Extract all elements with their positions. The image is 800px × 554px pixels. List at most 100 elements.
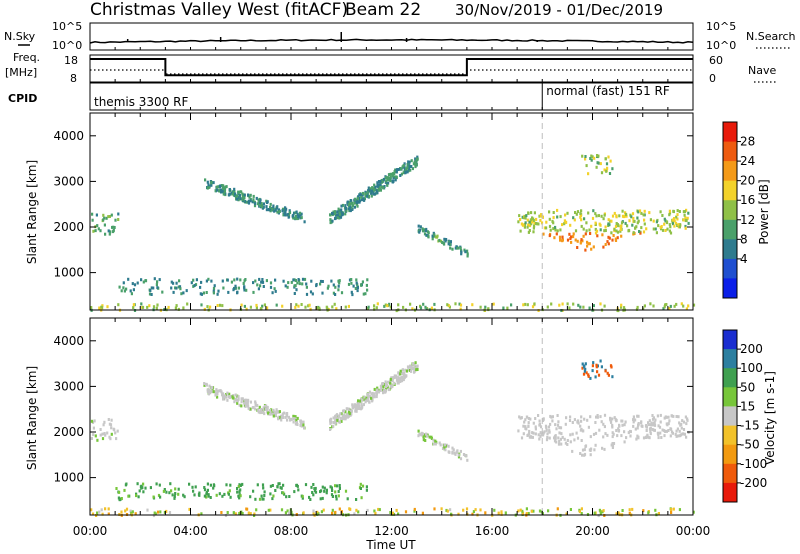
echo-cell xyxy=(472,510,475,514)
echo-cell xyxy=(434,439,437,443)
echo-cell xyxy=(561,302,564,306)
echo-cell xyxy=(216,392,219,396)
echo-cell xyxy=(108,232,111,236)
echo-cell xyxy=(238,490,241,494)
echo-cell xyxy=(237,198,240,202)
echo-cell xyxy=(222,186,225,190)
echo-cell xyxy=(208,388,211,392)
echo-cell xyxy=(559,426,563,430)
echo-cell xyxy=(433,302,436,306)
echo-cell xyxy=(614,225,618,228)
echo-cell xyxy=(208,384,211,388)
echo-cell xyxy=(673,219,676,223)
echo-cell xyxy=(603,413,607,417)
echo-cell xyxy=(219,188,223,192)
echo-cell xyxy=(337,207,340,211)
echo-cell xyxy=(611,442,614,445)
echo-cell xyxy=(333,210,337,214)
echo-cell xyxy=(586,240,589,244)
echo-cell xyxy=(279,416,282,419)
echo-cell xyxy=(210,181,213,185)
echo-cell xyxy=(332,421,335,424)
echo-cell xyxy=(226,511,229,514)
echo-cell xyxy=(667,429,670,432)
velocity-background xyxy=(90,318,693,515)
echo-cell xyxy=(118,498,121,502)
echo-cell xyxy=(424,439,427,442)
echo-cell xyxy=(122,286,125,290)
echo-cell xyxy=(286,285,289,289)
velocity-ylabel: Slant Range [km] xyxy=(25,366,39,470)
echo-cell xyxy=(599,223,602,227)
echo-cell xyxy=(331,219,334,223)
echo-cell xyxy=(347,282,351,286)
echo-cell xyxy=(647,435,650,439)
echo-cell xyxy=(210,390,213,393)
echo-cell xyxy=(609,419,612,423)
echo-cell xyxy=(400,379,404,383)
echo-cell xyxy=(377,187,380,191)
echo-cell xyxy=(361,398,364,402)
power-colorbar-tick-label: 24 xyxy=(740,154,755,168)
echo-cell xyxy=(583,217,586,221)
echo-cell xyxy=(600,214,603,218)
echo-cell xyxy=(266,306,269,310)
echo-cell xyxy=(210,183,213,187)
echo-cell xyxy=(294,216,297,220)
echo-cell xyxy=(260,202,263,205)
echo-cell xyxy=(559,437,562,441)
echo-cell xyxy=(523,420,526,424)
echo-cell xyxy=(216,188,219,192)
echo-cell xyxy=(408,164,411,168)
echo-cell xyxy=(274,411,277,415)
echo-cell xyxy=(199,285,202,289)
echo-cell xyxy=(283,213,286,217)
echo-cell xyxy=(585,229,588,233)
power-colorbar-swatch xyxy=(723,122,737,143)
echo-cell xyxy=(337,420,340,424)
echo-cell xyxy=(211,388,214,392)
echo-cell xyxy=(371,399,374,403)
echo-cell xyxy=(660,436,663,439)
echo-cell xyxy=(399,380,402,383)
echo-cell xyxy=(295,418,298,422)
echo-cell xyxy=(632,415,635,419)
echo-cell xyxy=(381,382,384,386)
echo-cell xyxy=(661,214,664,217)
echo-cell xyxy=(228,188,231,192)
echo-cell xyxy=(347,407,350,411)
echo-cell xyxy=(403,371,406,375)
echo-cell xyxy=(492,302,495,306)
echo-cell xyxy=(348,207,351,211)
echo-cell xyxy=(344,212,347,216)
echo-cell xyxy=(627,431,630,435)
echo-cell xyxy=(539,431,542,435)
echo-cell xyxy=(265,279,268,283)
echo-cell xyxy=(670,508,673,511)
echo-cell xyxy=(596,415,599,419)
echo-cell xyxy=(237,191,240,195)
echo-cell xyxy=(269,492,272,496)
echo-cell xyxy=(594,227,597,231)
echo-cell xyxy=(517,509,520,513)
echo-cell xyxy=(284,209,287,213)
echo-cell xyxy=(493,508,496,512)
echo-cell xyxy=(451,446,454,450)
echo-cell xyxy=(441,241,444,244)
echo-cell xyxy=(683,213,686,217)
echo-cell xyxy=(230,191,233,195)
echo-cell xyxy=(117,303,120,307)
echo-cell xyxy=(146,508,149,512)
echo-cell xyxy=(378,185,381,189)
echo-cell xyxy=(241,198,244,202)
echo-cell xyxy=(427,231,430,235)
echo-cell xyxy=(645,227,648,231)
echo-cell xyxy=(607,373,610,377)
echo-cell xyxy=(438,238,441,242)
echo-cell xyxy=(146,305,149,309)
echo-cell xyxy=(591,155,594,159)
echo-cell xyxy=(607,218,610,222)
echo-cell xyxy=(332,424,335,428)
echo-cell xyxy=(182,291,185,295)
echo-cell xyxy=(598,508,601,512)
